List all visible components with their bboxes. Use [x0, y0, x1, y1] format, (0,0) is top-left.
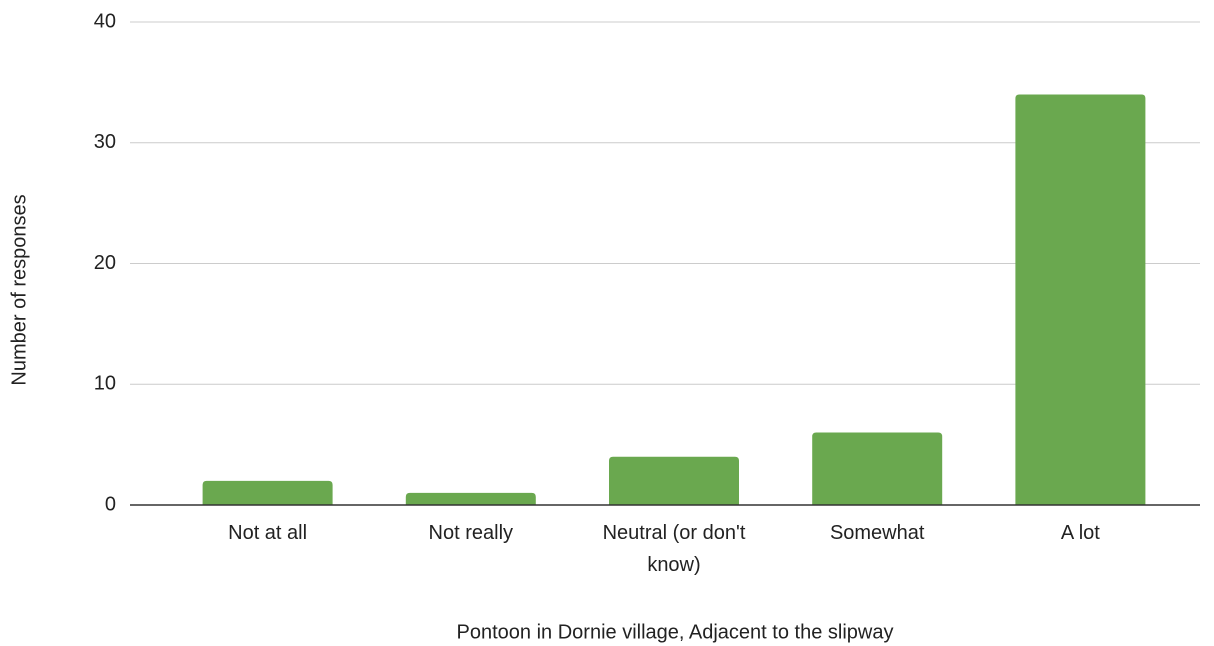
y-tick-label: 20: [94, 252, 116, 274]
y-tick-label: 30: [94, 131, 116, 153]
bar: [1015, 94, 1146, 505]
bar: [812, 432, 943, 505]
x-axis-title: Pontoon in Dornie village, Adjacent to t…: [457, 621, 894, 643]
x-tick-label: Not really: [428, 522, 514, 544]
x-tick-label: Not at all: [228, 522, 308, 544]
x-tick-label: A lot: [1060, 522, 1100, 544]
y-tick-label: 0: [105, 493, 116, 515]
x-tick-label: Somewhat: [829, 522, 925, 544]
bar: [405, 492, 536, 505]
x-tick-label: Neutral (or don't know): [602, 522, 746, 576]
bar: [609, 456, 739, 505]
bar: [202, 480, 333, 505]
y-tick-label: 40: [94, 10, 116, 32]
y-axis-title: Number of responses: [8, 194, 30, 385]
y-tick-label: 10: [94, 373, 116, 395]
